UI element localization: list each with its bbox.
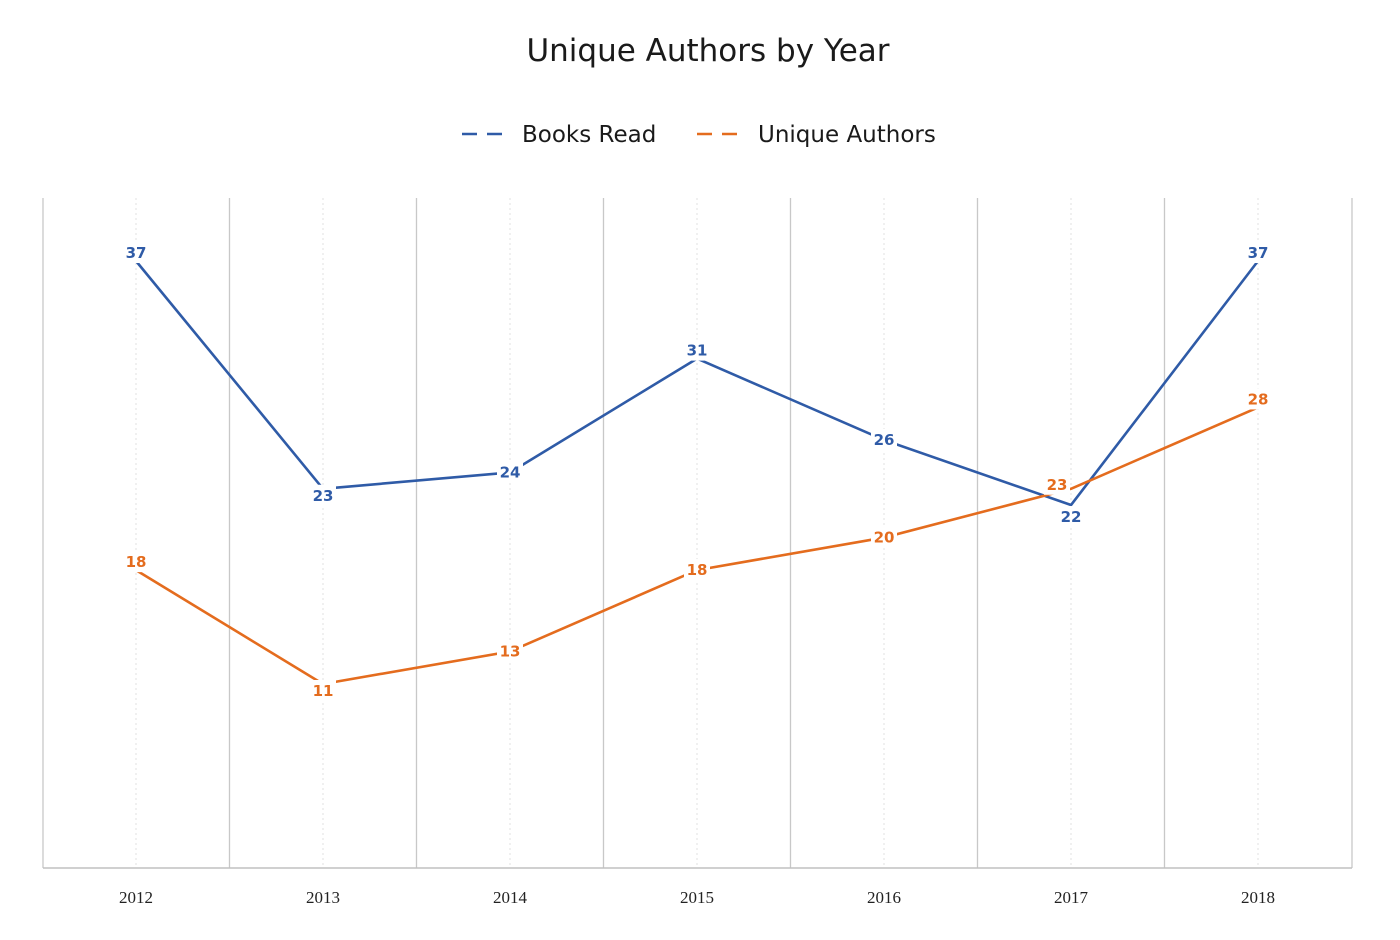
x-tick-label: 2016: [867, 888, 901, 907]
data-labels: 37 23 24 31 26 22 37 18 11 13 18 20 23 28: [123, 242, 1271, 701]
data-label-background: [1058, 506, 1084, 528]
data-label: 28: [1248, 390, 1269, 408]
data-label-background: [310, 680, 336, 701]
legend-item-books-read: Books Read: [462, 122, 656, 148]
x-tick-labels: 2012 2013 2014 2015 2016 2017 2018: [119, 888, 1275, 907]
data-label-background: [497, 640, 523, 662]
data-label-background: [123, 551, 149, 573]
data-label-background: [684, 339, 710, 361]
chart-title: Unique Authors by Year: [526, 33, 889, 69]
data-label: 11: [313, 682, 334, 700]
data-label: 31: [687, 342, 708, 360]
data-label: 18: [687, 561, 708, 579]
data-label-background: [497, 461, 523, 483]
data-label: 37: [126, 244, 147, 262]
data-label: 23: [1047, 476, 1068, 494]
data-label-background: [684, 559, 710, 581]
data-label: 26: [874, 431, 895, 449]
data-label: 23: [313, 487, 334, 505]
x-tick-label: 2018: [1241, 888, 1275, 907]
x-tick-label: 2013: [306, 888, 340, 907]
data-label-background: [871, 428, 897, 450]
x-tick-label: 2017: [1054, 888, 1089, 907]
data-label: 13: [500, 642, 521, 660]
data-label-background: [1245, 388, 1271, 410]
data-label-background: [1044, 473, 1070, 495]
data-label: 22: [1061, 508, 1082, 526]
legend-label: Unique Authors: [758, 122, 936, 148]
gridlines: [42, 198, 1353, 868]
data-label: 37: [1248, 244, 1269, 262]
data-label-background: [123, 242, 149, 263]
x-tick-label: 2014: [493, 888, 528, 907]
data-label: 24: [500, 464, 521, 482]
data-label-background: [1245, 242, 1271, 263]
data-label: 18: [126, 553, 147, 571]
legend: Books Read Unique Authors: [462, 122, 936, 148]
data-label: 20: [874, 529, 895, 547]
legend-label: Books Read: [522, 122, 656, 148]
legend-item-unique-authors: Unique Authors: [697, 122, 936, 148]
data-label-background: [310, 484, 336, 506]
x-tick-label: 2012: [119, 888, 153, 907]
data-label-background: [871, 526, 897, 548]
x-tick-label: 2015: [680, 888, 714, 907]
